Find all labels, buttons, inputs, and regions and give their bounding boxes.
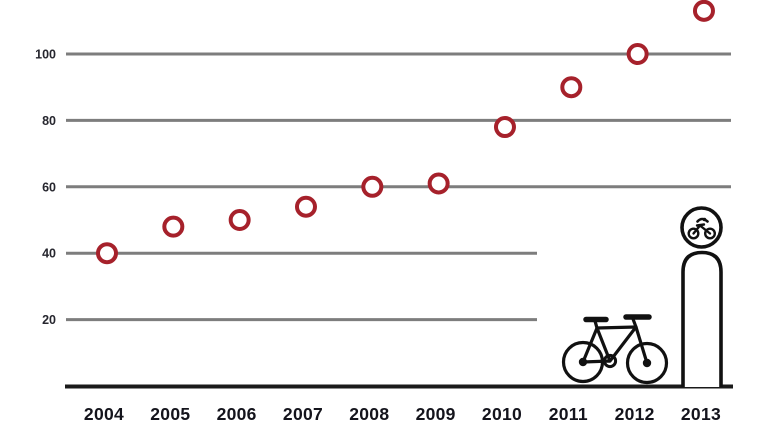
y-tick-label-80: 80 bbox=[42, 114, 56, 128]
y-tick-label-40: 40 bbox=[42, 247, 56, 261]
y-tick-label-100: 100 bbox=[35, 48, 56, 62]
x-tick-label-2007: 2007 bbox=[283, 404, 323, 424]
data-point-2011 bbox=[560, 76, 583, 99]
data-point-2012 bbox=[626, 43, 649, 65]
data-point-2004 bbox=[96, 242, 118, 265]
x-tick-label-2004: 2004 bbox=[84, 404, 124, 424]
x-tick-label-2009: 2009 bbox=[416, 404, 456, 424]
y-tick-label-60: 60 bbox=[42, 180, 56, 194]
bicycle-icon bbox=[561, 314, 669, 385]
y-tick-label-20: 20 bbox=[42, 313, 56, 327]
x-tick-label-2011: 2011 bbox=[549, 404, 588, 424]
x-tick-label-2008: 2008 bbox=[349, 404, 389, 424]
data-points bbox=[96, 0, 715, 265]
x-tick-label-2013: 2013 bbox=[681, 404, 721, 424]
y-axis-labels: 20 40 60 80 100 bbox=[35, 48, 56, 328]
data-point-2006 bbox=[228, 209, 251, 231]
x-tick-label-2005: 2005 bbox=[150, 404, 190, 424]
data-point-2007 bbox=[294, 195, 317, 218]
data-point-2005 bbox=[162, 215, 185, 238]
x-tick-label-2010: 2010 bbox=[482, 404, 522, 424]
bike-sign-bollard-icon bbox=[680, 206, 723, 387]
data-point-2013 bbox=[692, 0, 715, 22]
data-point-2009 bbox=[427, 172, 450, 195]
mini-bicycle-glyph bbox=[687, 217, 717, 240]
x-tick-label-2012: 2012 bbox=[615, 404, 655, 424]
gridlines bbox=[66, 52, 731, 322]
x-axis-labels: 2004 2005 2006 2007 2008 2009 2010 2011 2012 2013 bbox=[84, 404, 721, 424]
data-point-2010 bbox=[493, 116, 516, 139]
data-point-2008 bbox=[361, 175, 384, 198]
x-tick-label-2006: 2006 bbox=[217, 404, 257, 424]
